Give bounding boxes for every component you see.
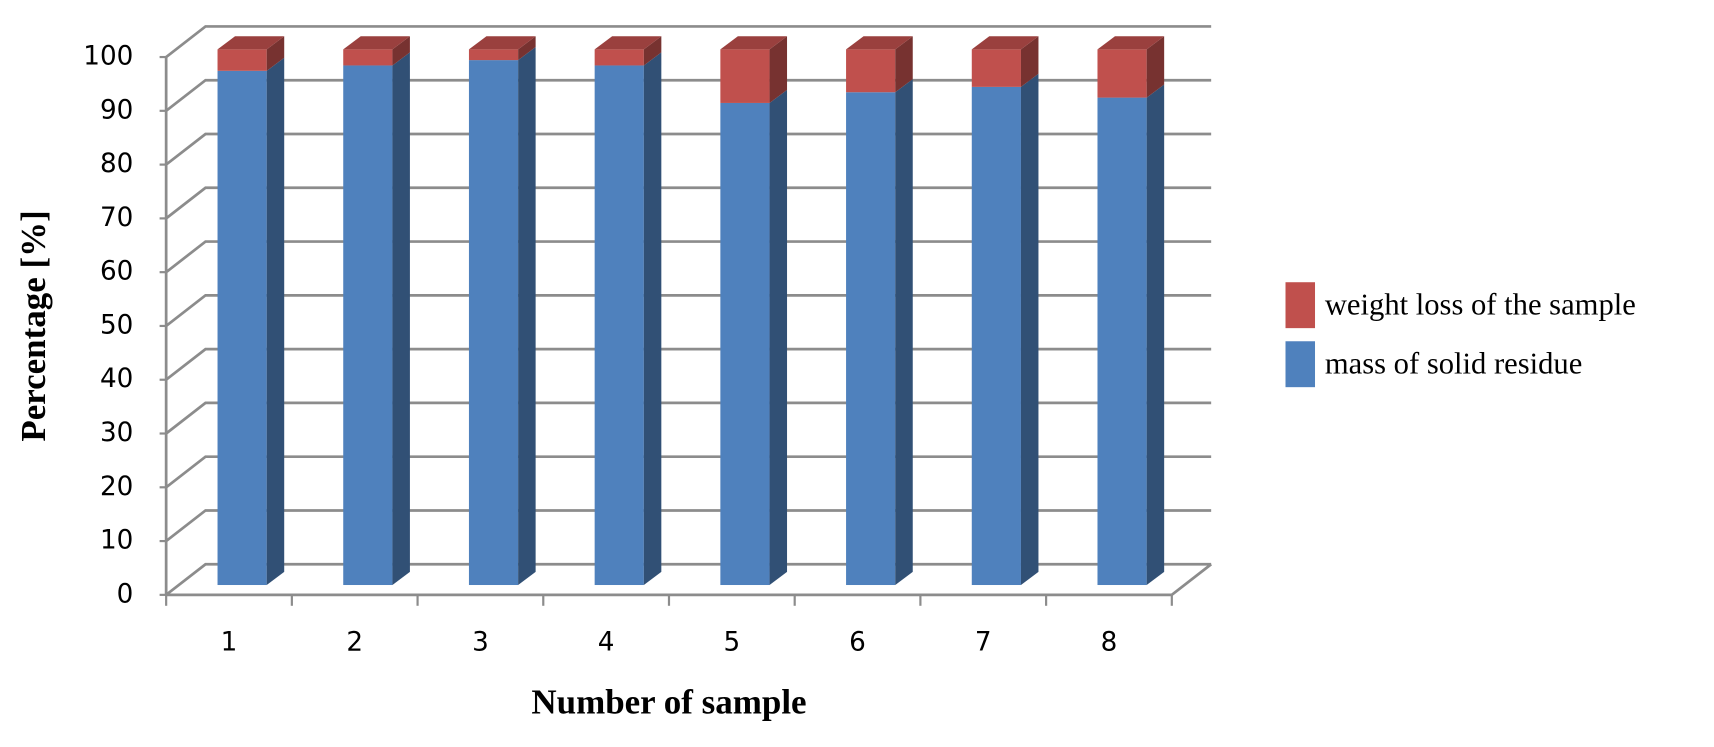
bar-side	[1020, 36, 1039, 87]
x-tick-label: 6	[849, 627, 866, 657]
bar-side	[266, 57, 285, 586]
bar-side	[769, 36, 788, 103]
bar-segment	[343, 36, 410, 66]
bar-side	[266, 36, 285, 71]
bar-front	[971, 49, 1021, 87]
bar-side	[1146, 84, 1165, 586]
bar-front	[343, 65, 393, 586]
x-tick-label: 3	[472, 627, 489, 657]
y-tick-label: 60	[100, 257, 133, 287]
bar-front	[1097, 97, 1147, 586]
bar-side	[895, 79, 913, 586]
bar-side	[392, 52, 410, 586]
bar-segment	[343, 52, 410, 586]
bar-segment	[971, 36, 1039, 87]
bar-side	[1020, 73, 1039, 586]
grid-line	[165, 25, 1212, 59]
bar-segment	[217, 57, 285, 586]
y-tick-label: 80	[100, 149, 133, 179]
bar-front	[846, 92, 896, 586]
y-tick-label: 70	[100, 203, 133, 233]
grid-line	[165, 293, 1212, 328]
y-axis-title: Percentage [%]	[14, 210, 53, 441]
y-tick-label: 10	[100, 526, 133, 556]
bar-side	[518, 36, 536, 61]
bar-front	[720, 49, 770, 103]
bar-front	[1097, 49, 1147, 98]
y-tick-label: 20	[100, 472, 133, 502]
y-tick-label: 30	[100, 418, 133, 448]
bar-segment	[468, 36, 536, 61]
legend-label: mass of solid residue	[1325, 346, 1582, 380]
x-axis-title: Number of sample	[531, 682, 806, 721]
bar-side	[1146, 36, 1165, 98]
y-tick-label: 100	[83, 42, 133, 72]
bar-top	[594, 36, 662, 50]
bar-front	[468, 60, 519, 586]
bar-side	[769, 89, 788, 586]
y-tick-label: 0	[117, 579, 134, 609]
bar-segment	[468, 46, 536, 586]
bar-side	[643, 52, 662, 586]
bar-segment	[846, 79, 913, 586]
bar-front	[594, 49, 644, 66]
grid-line	[165, 186, 1212, 220]
bar-top	[217, 36, 285, 50]
x-tick-label: 5	[723, 627, 740, 657]
bar-segment	[217, 36, 285, 71]
legend-label: weight loss of the sample	[1325, 287, 1636, 321]
bar-segment	[1097, 84, 1165, 586]
bar-side	[643, 36, 662, 66]
bar-segment	[720, 89, 788, 586]
bar-segment	[971, 73, 1039, 586]
x-tick-label: 1	[221, 627, 238, 657]
grid-line	[165, 562, 1212, 596]
bar-segment	[594, 52, 662, 586]
legend-swatch	[1285, 282, 1316, 329]
bar-segment	[1097, 36, 1165, 98]
grid-line	[165, 78, 1212, 112]
bar-front	[594, 65, 644, 586]
bar-top	[343, 36, 410, 50]
bar-front	[217, 70, 267, 586]
y-tick-label: 90	[100, 95, 133, 125]
bar-top	[468, 36, 536, 50]
bar-top	[720, 36, 788, 50]
grid-line	[165, 347, 1212, 381]
y-tick-label: 40	[100, 364, 133, 394]
grid-line	[165, 509, 1212, 543]
bar-front	[217, 49, 267, 71]
grid-line	[165, 240, 1212, 274]
bar-top	[1097, 36, 1165, 50]
grid-line	[165, 401, 1212, 435]
y-tick-label: 50	[100, 310, 133, 340]
bar-side	[518, 46, 536, 586]
x-tick-label: 2	[346, 627, 363, 657]
bar-front	[720, 102, 770, 586]
bar-segment	[594, 36, 662, 66]
bar-segment	[720, 36, 788, 103]
grid-line	[165, 455, 1212, 489]
bar-side	[895, 36, 913, 93]
bar-front	[343, 49, 393, 66]
bar-front	[971, 86, 1021, 586]
bar-side	[392, 36, 410, 66]
x-tick-label: 8	[1101, 627, 1118, 657]
legend-swatch	[1285, 341, 1316, 388]
grid-line	[165, 132, 1212, 166]
x-tick-label: 4	[598, 627, 615, 657]
bar-front	[846, 49, 896, 93]
bar-top	[971, 36, 1039, 50]
x-tick-label: 7	[975, 627, 992, 657]
bar-segment	[846, 36, 913, 93]
floor-right	[1170, 563, 1213, 596]
bar-front	[468, 49, 519, 61]
bar-top	[846, 36, 913, 50]
